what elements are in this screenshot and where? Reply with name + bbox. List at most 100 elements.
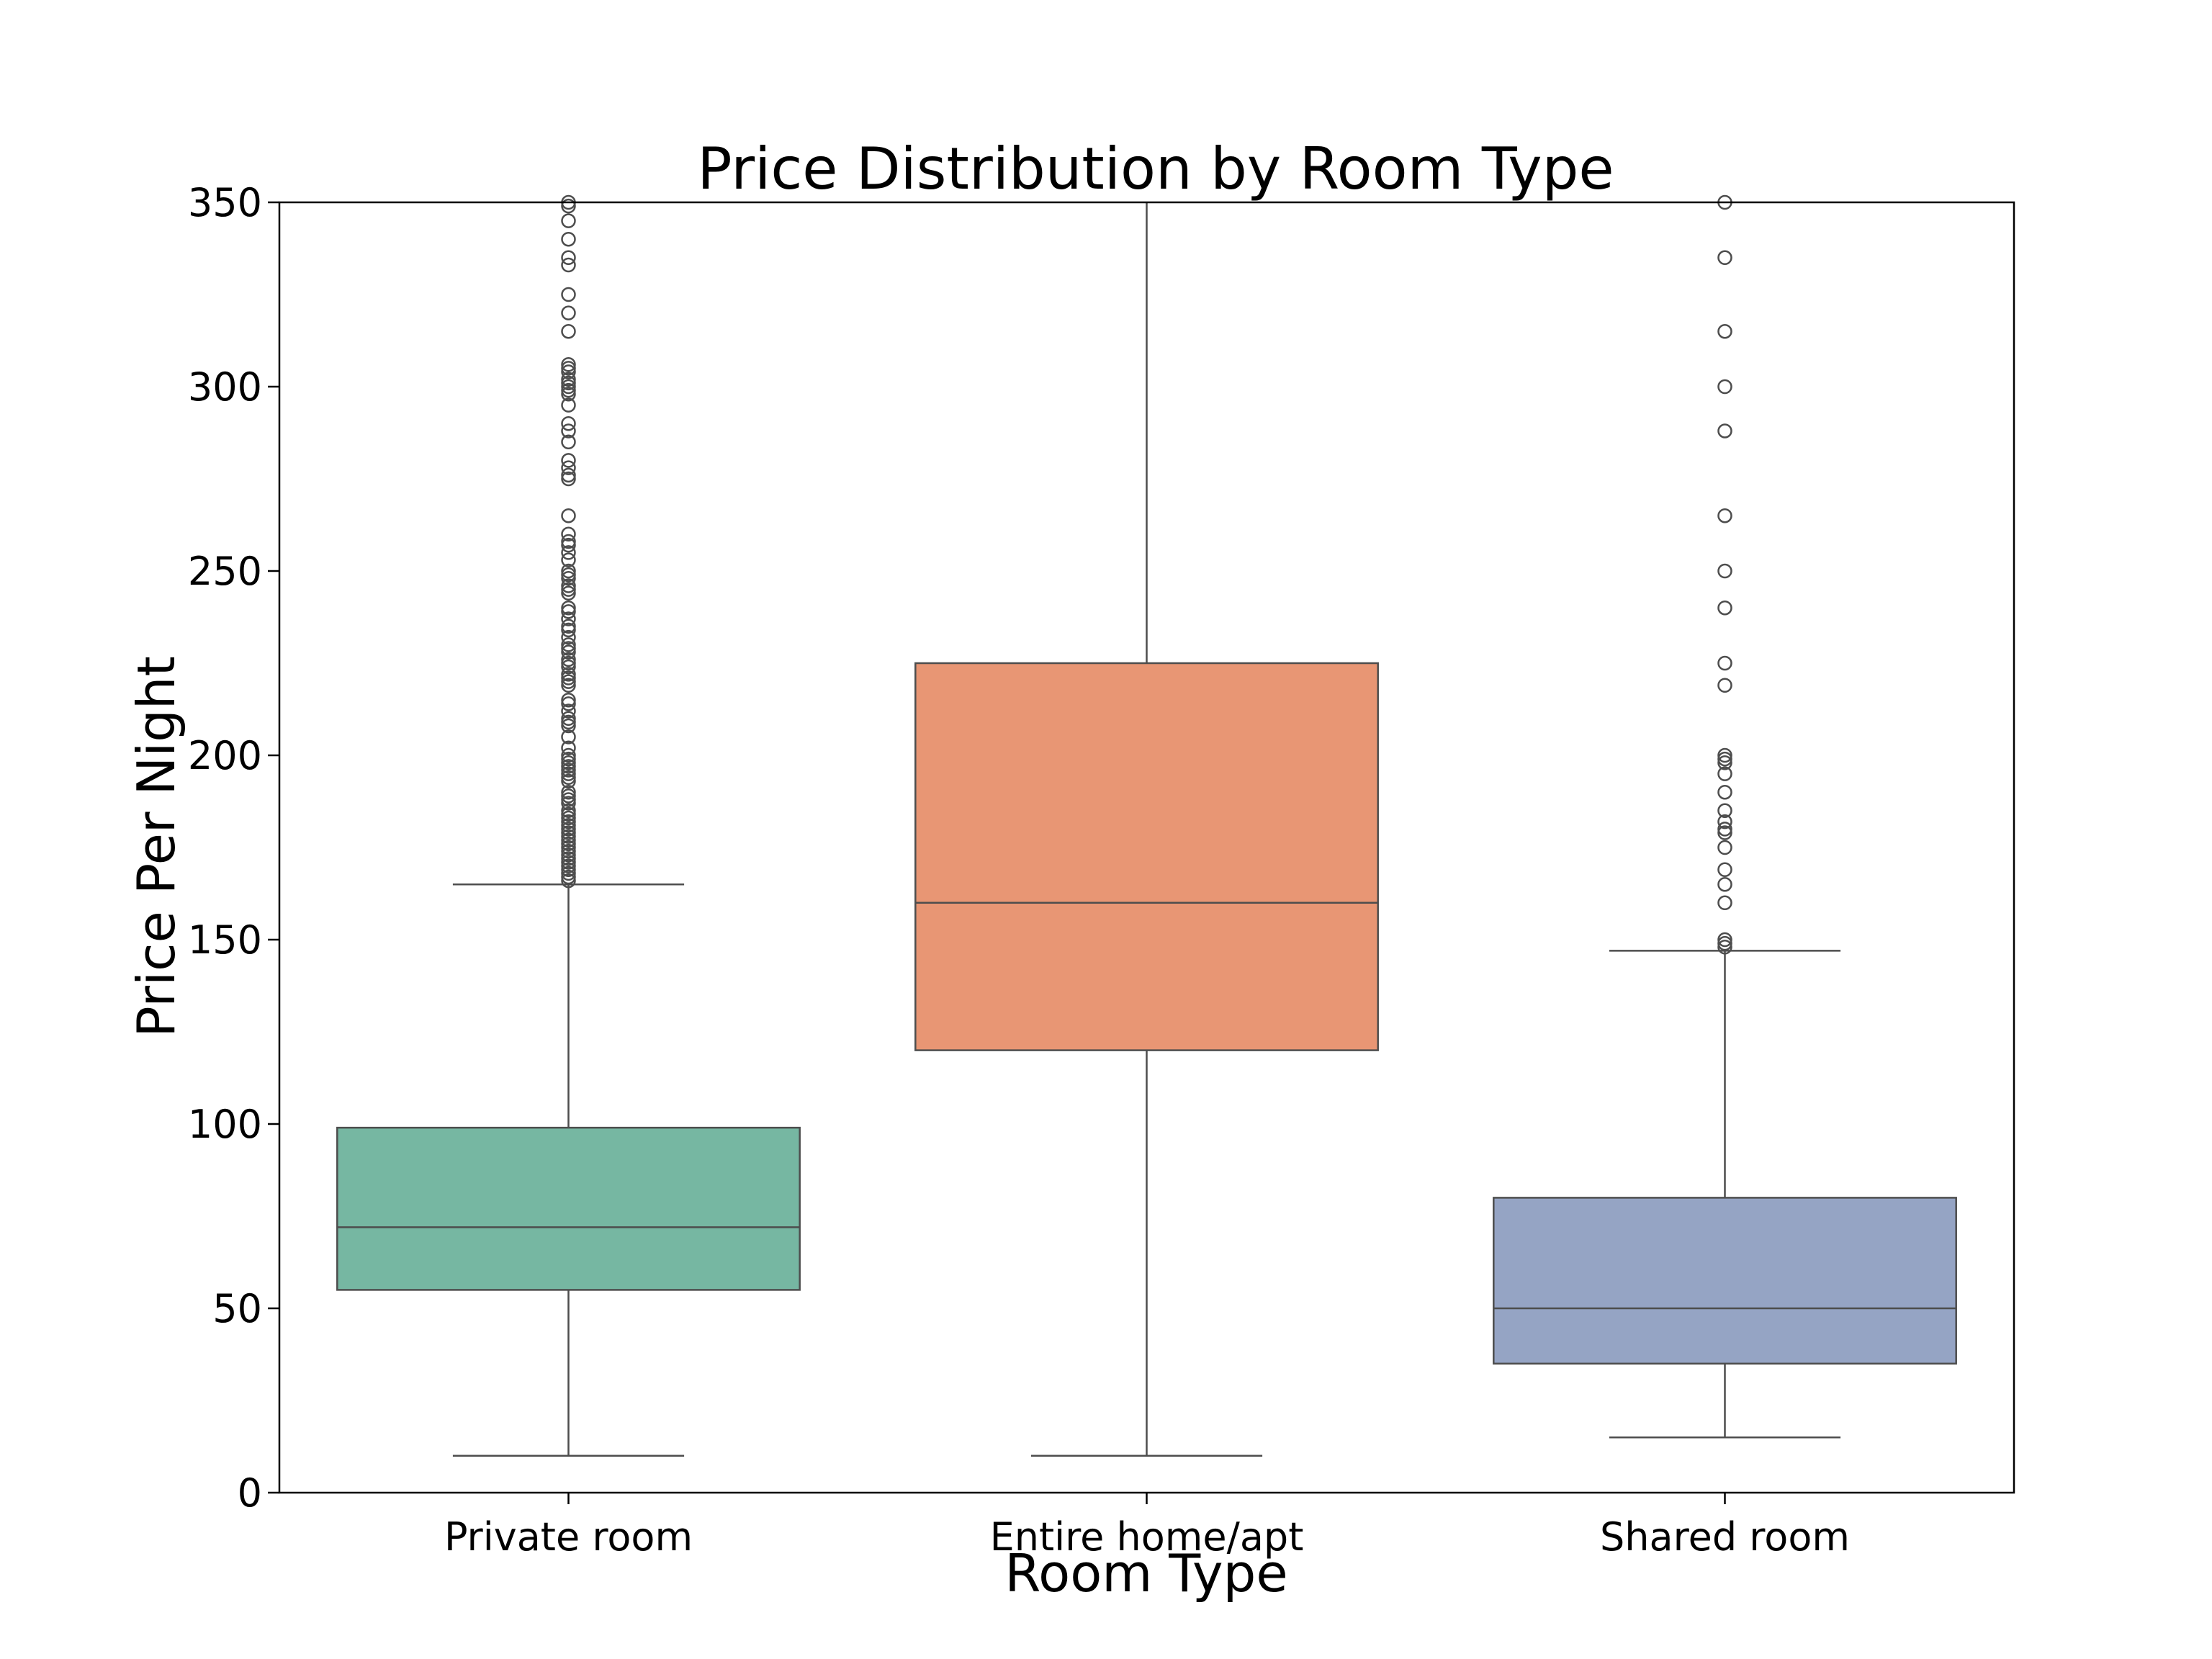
outlier-point (561, 578, 576, 593)
iqr-box (914, 662, 1379, 1051)
outlier-point (1717, 423, 1732, 439)
outlier-point (561, 678, 576, 693)
outlier-point (561, 796, 576, 811)
outlier-point (1717, 895, 1732, 911)
outlier-point (1717, 784, 1732, 800)
outlier-point (561, 866, 576, 881)
outlier-point (561, 641, 576, 656)
y-tick-label: 200 (188, 733, 262, 778)
plot-area (278, 194, 2015, 1494)
x-tick-label: Shared room (1600, 1514, 1850, 1560)
outlier-point (561, 751, 576, 767)
box-group (1493, 194, 1957, 1439)
outlier-point (561, 843, 576, 859)
outlier-point (561, 755, 576, 770)
outlier-point (1717, 600, 1732, 616)
outlier-point (561, 364, 576, 379)
outlier-point (561, 696, 576, 711)
outlier-point (561, 552, 576, 567)
y-tick-label: 150 (188, 917, 262, 963)
outlier-point (561, 858, 576, 873)
outlier-point (1717, 766, 1732, 781)
outlier-point (561, 729, 576, 745)
outlier-point (561, 629, 576, 645)
outlier-point (1717, 932, 1732, 948)
outlier-point (561, 372, 576, 387)
outlier-point (1717, 840, 1732, 855)
box-group (914, 202, 1379, 1457)
y-axis: 0 50 100 150 200 250 300 350 (188, 180, 279, 1516)
outlier-point (561, 563, 576, 579)
outlier-point (561, 803, 576, 819)
outlier-point (561, 836, 576, 852)
outlier-point (561, 822, 576, 837)
outlier-point (561, 567, 576, 583)
outlier-point (561, 840, 576, 855)
y-tick-label: 250 (188, 549, 262, 594)
outlier-point (561, 453, 576, 468)
outlier-point (561, 250, 576, 266)
outlier-point (561, 692, 576, 708)
outlier-point (561, 545, 576, 560)
outlier-point (561, 323, 576, 339)
outlier-point (1717, 250, 1732, 266)
outlier-point (1717, 508, 1732, 523)
outlier-point (561, 231, 576, 247)
outlier-point (561, 659, 576, 675)
x-axis-label: Room Type (1004, 1543, 1287, 1604)
outlier-point (561, 600, 576, 616)
outlier-point (561, 851, 576, 866)
outlier-point (561, 423, 576, 439)
outlier-point (561, 537, 576, 553)
outlier-point (561, 534, 576, 549)
outlier-point (561, 784, 576, 800)
outlier-point (561, 703, 576, 719)
outlier-point (561, 763, 576, 778)
outlier-point (561, 382, 576, 398)
outlier-point (561, 711, 576, 727)
outlier-point (561, 814, 576, 830)
outlier-point (561, 361, 576, 376)
outlier-point (1717, 939, 1732, 955)
outlier-point (561, 604, 576, 619)
outlier-point (561, 198, 576, 214)
outlier-point (561, 788, 576, 804)
outlier-point (1717, 825, 1732, 840)
y-tick-label: 50 (212, 1286, 262, 1331)
outlier-point (1717, 822, 1732, 837)
outlier-point (561, 832, 576, 848)
outlier-point (561, 305, 576, 320)
outlier-point (561, 759, 576, 774)
outlier-point (561, 508, 576, 523)
outlier-point (1717, 655, 1732, 671)
outlier-point (561, 582, 576, 597)
outlier-point (561, 460, 576, 475)
outlier-point (1717, 751, 1732, 767)
iqr-box (1493, 1197, 1957, 1365)
outlier-point (561, 471, 576, 487)
outlier-point (561, 792, 576, 807)
boxes-layer (336, 194, 1957, 1457)
outlier-point (561, 714, 576, 730)
y-axis-label: Price Per Night (126, 656, 186, 1038)
outlier-point (561, 873, 576, 889)
outlier-point (561, 847, 576, 863)
outlier-point (1717, 876, 1732, 892)
x-tick-label: Private room (444, 1514, 693, 1560)
outlier-point (561, 585, 576, 601)
outlier-point (1717, 323, 1732, 339)
outlier-point (561, 397, 576, 413)
box-group (336, 194, 801, 1457)
outlier-point (561, 379, 576, 395)
outlier-point (1717, 563, 1732, 579)
outlier-point (561, 718, 576, 734)
chart-title: Price Distribution by Room Type (697, 135, 1614, 202)
outlier-point (561, 287, 576, 302)
outlier-point (1717, 814, 1732, 830)
outlier-point (561, 415, 576, 431)
outlier-point (561, 375, 576, 391)
outlier-point (561, 526, 576, 542)
iqr-box (336, 1126, 801, 1291)
outlier-point (561, 637, 576, 652)
x-tick-label: Entire home/apt (990, 1514, 1304, 1560)
